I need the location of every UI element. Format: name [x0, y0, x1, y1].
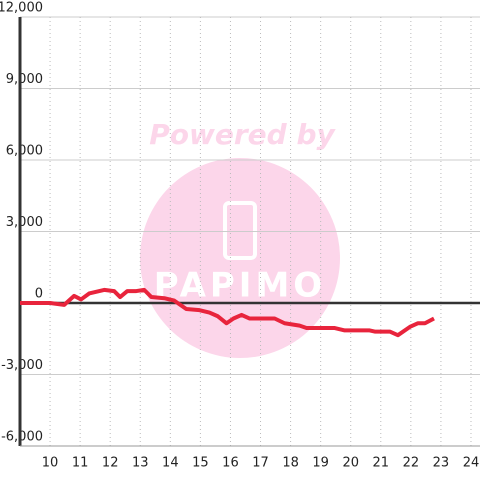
- x-tick-label: 17: [252, 456, 269, 471]
- x-tick-label: 22: [403, 456, 420, 471]
- x-tick-label: 14: [162, 456, 179, 471]
- x-tick-label: 16: [222, 456, 239, 471]
- watermark-logo: PAPIMO: [154, 266, 326, 306]
- x-tick-label: 13: [132, 456, 149, 471]
- y-tick-label: 6,000: [6, 144, 43, 159]
- x-tick-label: 11: [72, 456, 89, 471]
- watermark-text: Powered by: [149, 118, 336, 151]
- x-tick-label: 19: [312, 456, 329, 471]
- y-tick-label: 9,000: [6, 72, 43, 87]
- y-tick-label: 12,000: [0, 1, 43, 16]
- x-tick-label: 10: [42, 456, 59, 471]
- x-tick-label: 18: [282, 456, 299, 471]
- y-tick-label: -6,000: [1, 430, 43, 445]
- y-tick-label: 0: [35, 287, 43, 302]
- x-tick-label: 21: [373, 456, 390, 471]
- x-tick-label: 15: [192, 456, 209, 471]
- x-tick-label: 20: [342, 456, 359, 471]
- x-tick-label: 24: [463, 456, 480, 471]
- x-tick-label: 23: [433, 456, 450, 471]
- x-tick-label: 12: [102, 456, 119, 471]
- y-tick-label: 3,000: [6, 215, 43, 230]
- watermark-icon: [223, 201, 257, 260]
- y-tick-label: -3,000: [1, 358, 43, 373]
- data-line: [20, 287, 435, 338]
